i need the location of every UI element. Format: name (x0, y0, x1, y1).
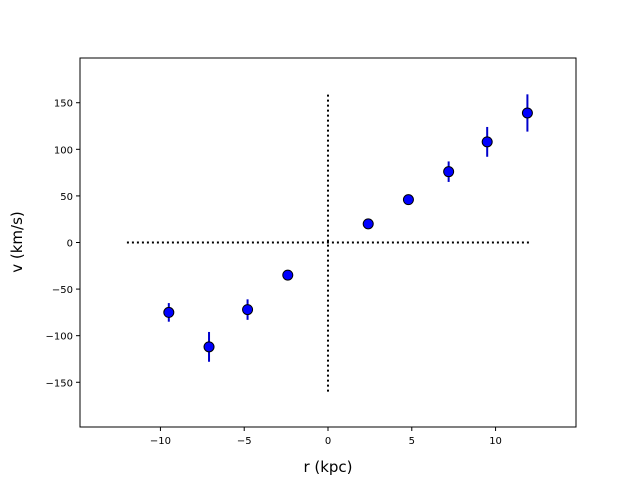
y-tick-label: −100 (46, 332, 73, 343)
x-tick-label: −10 (150, 436, 171, 447)
plot-frame (79, 57, 577, 428)
reference-lines (126, 93, 530, 392)
x-axis-label: r (kpc) (303, 458, 352, 476)
data-point (362, 218, 374, 230)
data-points (163, 94, 533, 362)
data-point (282, 269, 294, 281)
y-tick-label: 50 (60, 192, 73, 203)
data-point (443, 166, 455, 178)
y-axis-label: v (km/s) (8, 211, 26, 273)
x-tick-label: 0 (325, 436, 331, 447)
data-point (481, 136, 493, 148)
y-tick-label: 0 (67, 239, 73, 250)
y-tick-label: 100 (54, 145, 73, 156)
data-point (521, 107, 533, 119)
y-tick-label: −50 (52, 285, 73, 296)
y-tick-label: 150 (54, 99, 73, 110)
y-tick-label: −150 (46, 378, 73, 389)
data-point (163, 306, 175, 318)
data-point (203, 341, 215, 353)
data-point (402, 194, 414, 206)
x-tick-label: 10 (489, 436, 502, 447)
data-point (242, 304, 254, 316)
x-tick-label: 5 (409, 436, 415, 447)
x-tick-label: −5 (237, 436, 252, 447)
